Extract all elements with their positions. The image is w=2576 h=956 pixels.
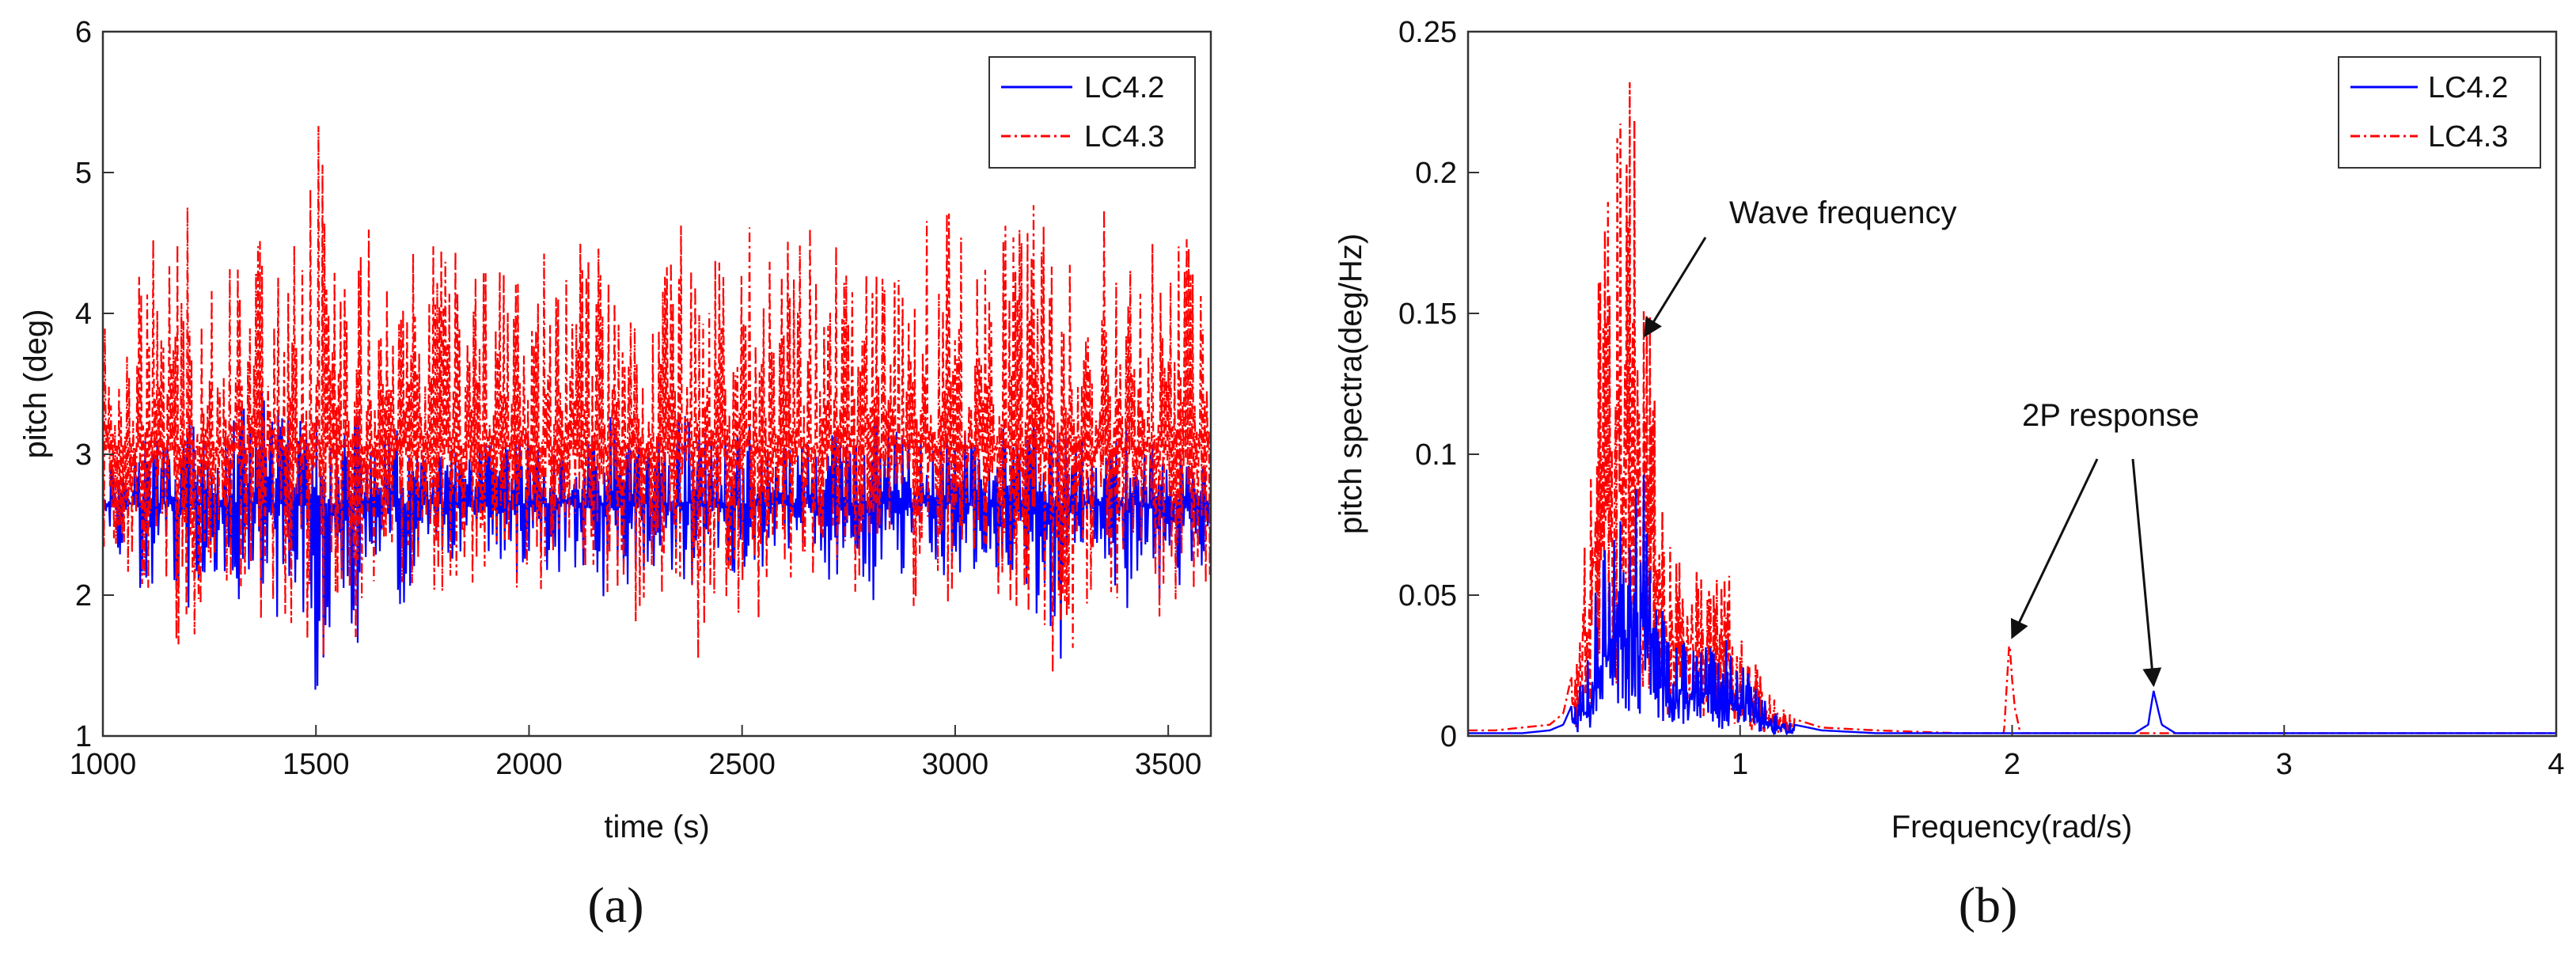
chart-a-legend: LC4.2 LC4.3 (988, 56, 1196, 169)
chart-a-plot-frame (101, 30, 1212, 738)
series-lc43-spectrum (1468, 82, 2556, 734)
annotation-wave-frequency-arrow (1644, 237, 1707, 338)
chart-b: 1 2 3 4 0 0.05 0.1 0.15 0.2 0.25 Frequency(rad/s)… (1334, 16, 2565, 933)
chart-b-ytick-label: 0 (1440, 720, 1457, 753)
chart-a-ticks: 1000 1500 2000 2500 3000 3500 1 2 3 4 5 6 (70, 16, 1202, 781)
series-lc43-line (103, 126, 1211, 673)
chart-a-xtick-label: 1000 (70, 748, 137, 781)
panel-label-b: (b) (1959, 877, 2018, 933)
chart-a-series (103, 126, 1211, 690)
legend-box (2338, 56, 2541, 169)
chart-a-xtick-label: 2000 (495, 748, 563, 781)
annotation-2p-arrow-1 (2010, 458, 2099, 639)
chart-b-ytick-label: 0.1 (1415, 438, 1457, 472)
chart-a-ylabel: pitch (deg) (18, 309, 53, 459)
chart-a-xtick-label: 3500 (1135, 748, 1202, 781)
chart-b-ticks: 1 2 3 4 0 0.05 0.1 0.15 0.2 0.25 (1398, 16, 2565, 781)
chart-b-legend: LC4.2 LC4.3 (2338, 56, 2541, 169)
chart-b-ytick-label: 0.05 (1398, 579, 1457, 613)
annotation-2p-arrow-2 (2131, 458, 2162, 688)
chart-b-xtick-label: 1 (1732, 748, 1748, 781)
legend-lc42-label: LC4.2 (2428, 71, 2508, 104)
legend-lc42-label: LC4.2 (1084, 71, 1164, 104)
annotation-2p-response: 2P response (2022, 398, 2199, 433)
chart-a-ytick-label: 5 (75, 157, 92, 190)
chart-b-xtick-label: 4 (2548, 748, 2564, 781)
chart-b-ytick-label: 0.2 (1415, 157, 1457, 190)
legend-box (988, 56, 1196, 169)
legend-lc43-label: LC4.3 (2428, 120, 2508, 154)
chart-a-ytick-label: 3 (75, 438, 92, 472)
chart-a-ytick-label: 4 (75, 298, 92, 331)
panel-label-a: (a) (587, 877, 643, 933)
chart-b-ylabel: pitch spectra(deg/Hz) (1334, 233, 1368, 534)
chart-a-xlabel: time (s) (604, 810, 709, 844)
chart-a-xtick-label: 2500 (708, 748, 776, 781)
chart-b-xtick-label: 3 (2276, 748, 2293, 781)
chart-a-xtick-label: 1500 (283, 748, 350, 781)
chart-b-ytick-label: 0.15 (1398, 298, 1457, 331)
chart-a-xtick-label: 3000 (922, 748, 989, 781)
annotation-wave-frequency: Wave frequency (1729, 195, 1957, 230)
chart-a-ytick-label: 6 (75, 16, 92, 49)
chart-a-ytick-label: 2 (75, 579, 92, 613)
chart-a-ytick-label: 1 (75, 720, 92, 753)
chart-b-xtick-label: 2 (2004, 748, 2020, 781)
chart-b-ytick-label: 0.25 (1398, 16, 1457, 49)
legend-lc43-label: LC4.3 (1084, 120, 1164, 154)
chart-b-xlabel: Frequency(rad/s) (1891, 810, 2133, 844)
